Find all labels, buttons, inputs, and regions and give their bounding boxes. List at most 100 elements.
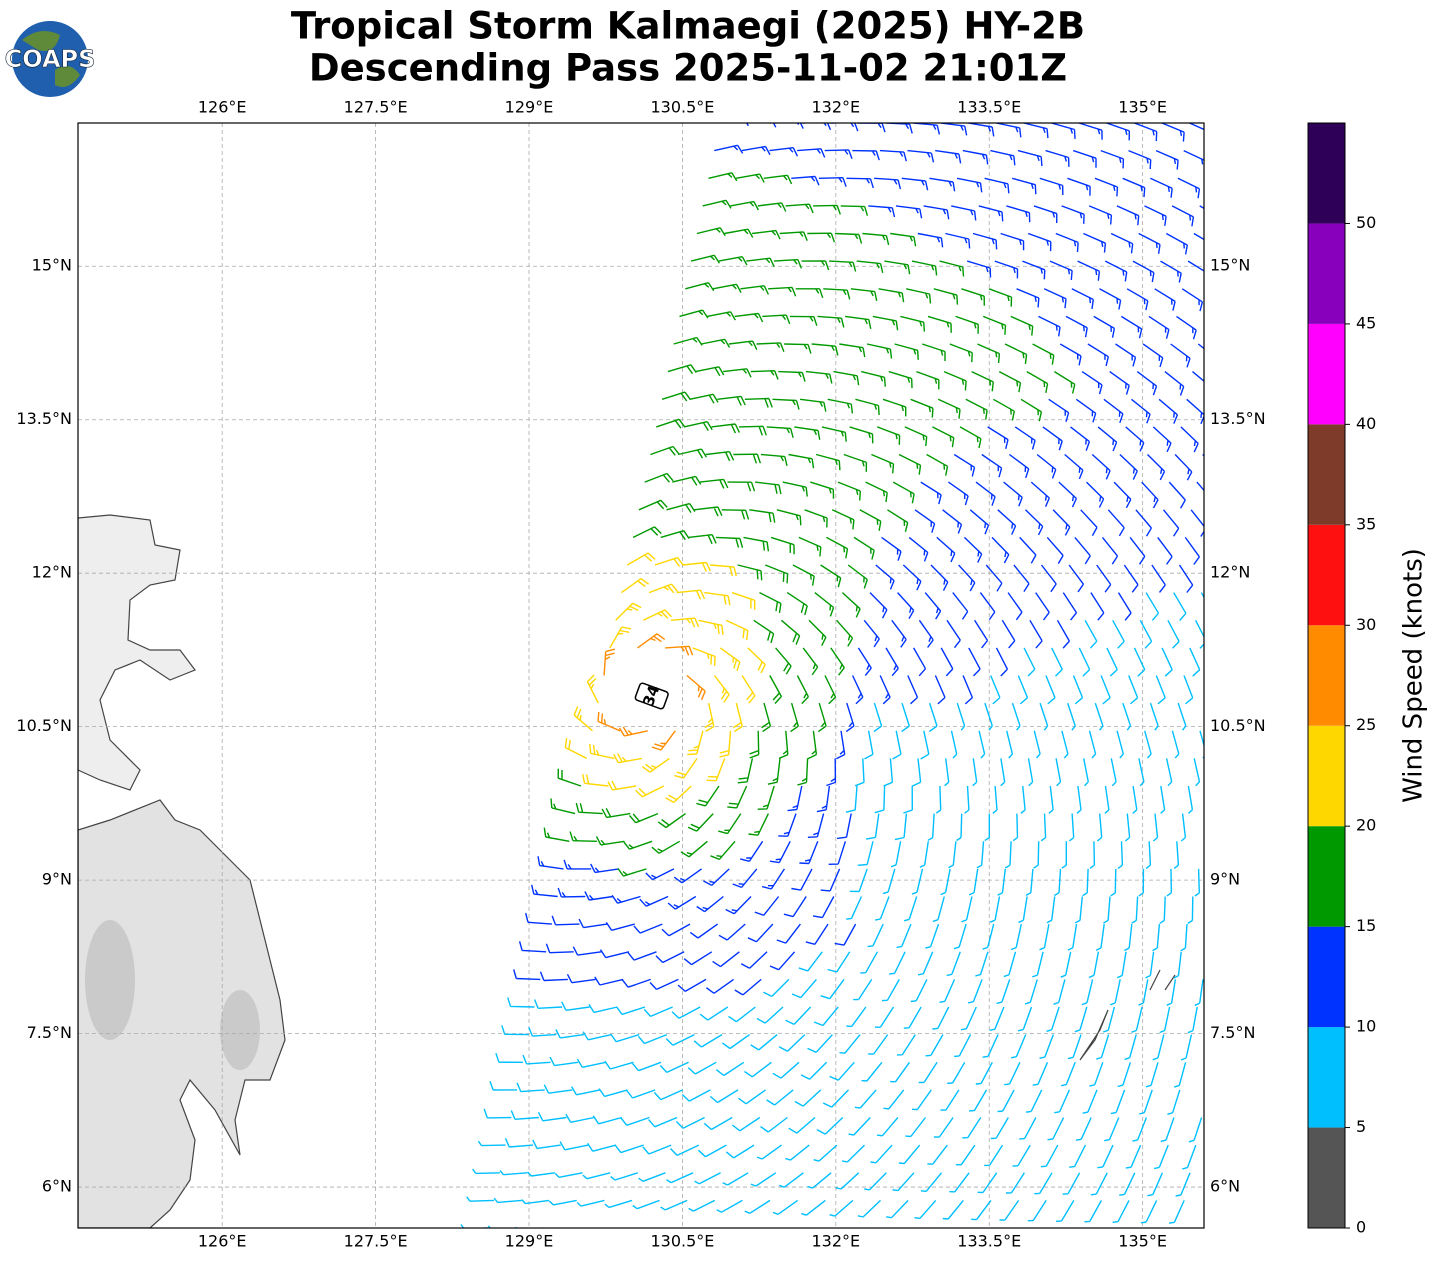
wind-barb	[847, 564, 868, 589]
wind-barb	[1148, 315, 1170, 339]
wind-barb	[857, 1199, 881, 1218]
wind-barb	[827, 398, 854, 414]
wind-barb	[477, 1140, 506, 1147]
wind-barb	[1022, 260, 1046, 280]
wind-barb	[673, 868, 703, 884]
wind-barb	[925, 923, 940, 949]
wind-barb	[537, 1111, 567, 1122]
wind-barb	[1165, 232, 1188, 255]
wind-barb	[816, 785, 831, 813]
wind-barb	[902, 564, 922, 591]
wind-barb	[1070, 426, 1091, 451]
wind-barb	[1047, 1117, 1065, 1141]
wind-barb	[859, 509, 882, 531]
wind-barb	[1133, 647, 1146, 677]
wind-barb	[599, 949, 630, 959]
wind-barb	[1104, 785, 1110, 814]
wind-barb	[755, 481, 782, 495]
colorbar-segment	[1308, 826, 1345, 927]
wind-barb	[1029, 619, 1043, 649]
wind-barb	[822, 1089, 850, 1108]
wind-barb	[1183, 149, 1204, 171]
wind-barb	[1096, 1034, 1110, 1060]
wind-barb	[717, 395, 746, 406]
wind-barb	[830, 647, 845, 676]
wind-barb	[518, 941, 547, 953]
wind-barb	[648, 1116, 678, 1128]
wind-barb	[827, 951, 851, 973]
wind-barb	[1075, 1117, 1092, 1141]
wind-barb	[1019, 1117, 1037, 1140]
wind-barb	[1115, 343, 1137, 367]
wind-barb	[840, 205, 869, 216]
wind-barb	[1155, 149, 1179, 170]
wind-barb	[1117, 841, 1124, 869]
wind-barb	[911, 1089, 932, 1111]
wind-barb	[920, 730, 930, 760]
colorbar-tick-label: 0	[1356, 1218, 1366, 1237]
wind-barb	[735, 1227, 737, 1228]
wind-barb	[1053, 979, 1066, 1005]
wind-barb	[753, 619, 775, 644]
wind-barb	[702, 199, 732, 209]
wind-barb	[1145, 841, 1152, 869]
wind-barb	[991, 536, 1010, 564]
wind-barb	[882, 398, 907, 417]
wind-barb	[1129, 536, 1146, 565]
wind-barb	[1187, 896, 1194, 924]
wind-barb	[776, 509, 802, 526]
wind-barb	[715, 536, 744, 548]
wind-barb	[790, 702, 799, 733]
wind-barb	[996, 979, 1011, 1005]
wind-barb	[817, 315, 845, 328]
wind-barb	[896, 1034, 916, 1056]
wind-barb	[1132, 1117, 1148, 1142]
wind-barb	[778, 1034, 806, 1052]
wind-barb	[749, 730, 760, 759]
wind-barb	[920, 1172, 943, 1192]
wind-barb	[718, 813, 742, 835]
wind-barb	[861, 1061, 883, 1082]
wind-barb	[894, 813, 908, 841]
wind-barb	[653, 1089, 684, 1101]
y-tick-label: 15°N	[1210, 256, 1250, 275]
wind-barb	[878, 288, 905, 303]
wind-barb	[944, 758, 950, 787]
y-tick-label: 7.5°N	[1210, 1023, 1255, 1042]
wind-barb	[997, 509, 1017, 535]
wind-barb	[780, 619, 801, 645]
wind-barb	[681, 1089, 711, 1102]
wind-barb	[1036, 453, 1057, 479]
wind-barb	[1075, 398, 1097, 423]
wind-barb	[563, 859, 592, 870]
wind-barb	[1186, 398, 1204, 425]
wind-barb	[824, 675, 837, 705]
wind-barb	[779, 231, 808, 241]
wind-barb	[1026, 370, 1049, 394]
wind-barb	[1126, 288, 1149, 311]
wind-barb	[1197, 343, 1204, 350]
wind-barb	[800, 398, 827, 412]
wind-barb	[978, 730, 986, 759]
wind-barb	[695, 366, 725, 377]
wind-barb	[638, 499, 668, 511]
land	[78, 514, 1176, 1228]
wind-barb	[1068, 813, 1075, 842]
wind-barb	[1189, 647, 1201, 677]
wind-barb	[631, 1061, 662, 1072]
wind-barb	[617, 867, 647, 877]
wind-barb	[1119, 453, 1138, 480]
wind-barb	[787, 785, 803, 812]
wind-barb	[1064, 453, 1084, 480]
colorbar-tick-label: 25	[1356, 715, 1376, 734]
wind-barb	[1039, 1227, 1041, 1228]
wind-barb	[696, 227, 726, 237]
wind-barb	[719, 647, 741, 672]
wind-barb	[627, 951, 657, 961]
wind-barb	[638, 1172, 666, 1182]
wind-barb	[516, 1082, 545, 1093]
wind-barb	[912, 647, 927, 677]
wind-barb	[610, 1172, 639, 1181]
wind-barb	[935, 149, 962, 164]
wind-barb	[955, 1144, 976, 1166]
